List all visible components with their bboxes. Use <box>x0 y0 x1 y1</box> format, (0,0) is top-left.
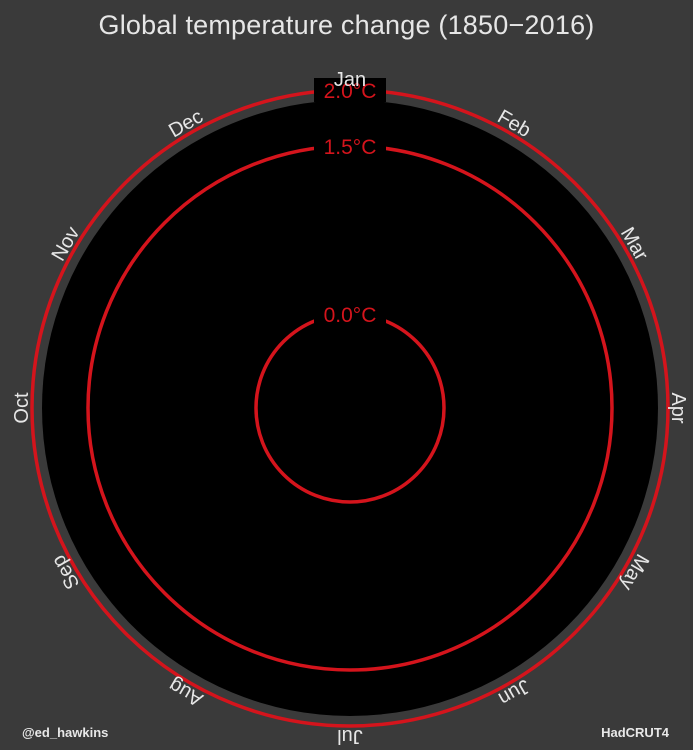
ring-label-background <box>314 78 386 102</box>
ring-labels: 0.0°C 1.5°C 2.0°C <box>314 78 386 327</box>
ring-label: 2.0°C <box>324 80 377 103</box>
ring-label-background <box>314 302 386 326</box>
author-credit: @ed_hawkins <box>22 725 109 740</box>
plot-disc <box>42 100 658 716</box>
chart-title: Global temperature change (1850−2016) <box>98 10 595 40</box>
ring-label: 0.0°C <box>324 304 377 327</box>
month-label-jan: Jan <box>334 69 366 91</box>
month-label-feb: Feb <box>494 106 535 142</box>
month-label-jul: Jul <box>337 725 363 747</box>
source-credit: HadCRUT4 <box>601 725 669 740</box>
month-label-apr: Apr <box>667 392 689 423</box>
month-label-oct: Oct <box>11 392 33 424</box>
ring-label: 1.5°C <box>324 136 377 159</box>
ring-label-background <box>314 134 386 158</box>
month-label-jun: Jun <box>495 675 534 710</box>
